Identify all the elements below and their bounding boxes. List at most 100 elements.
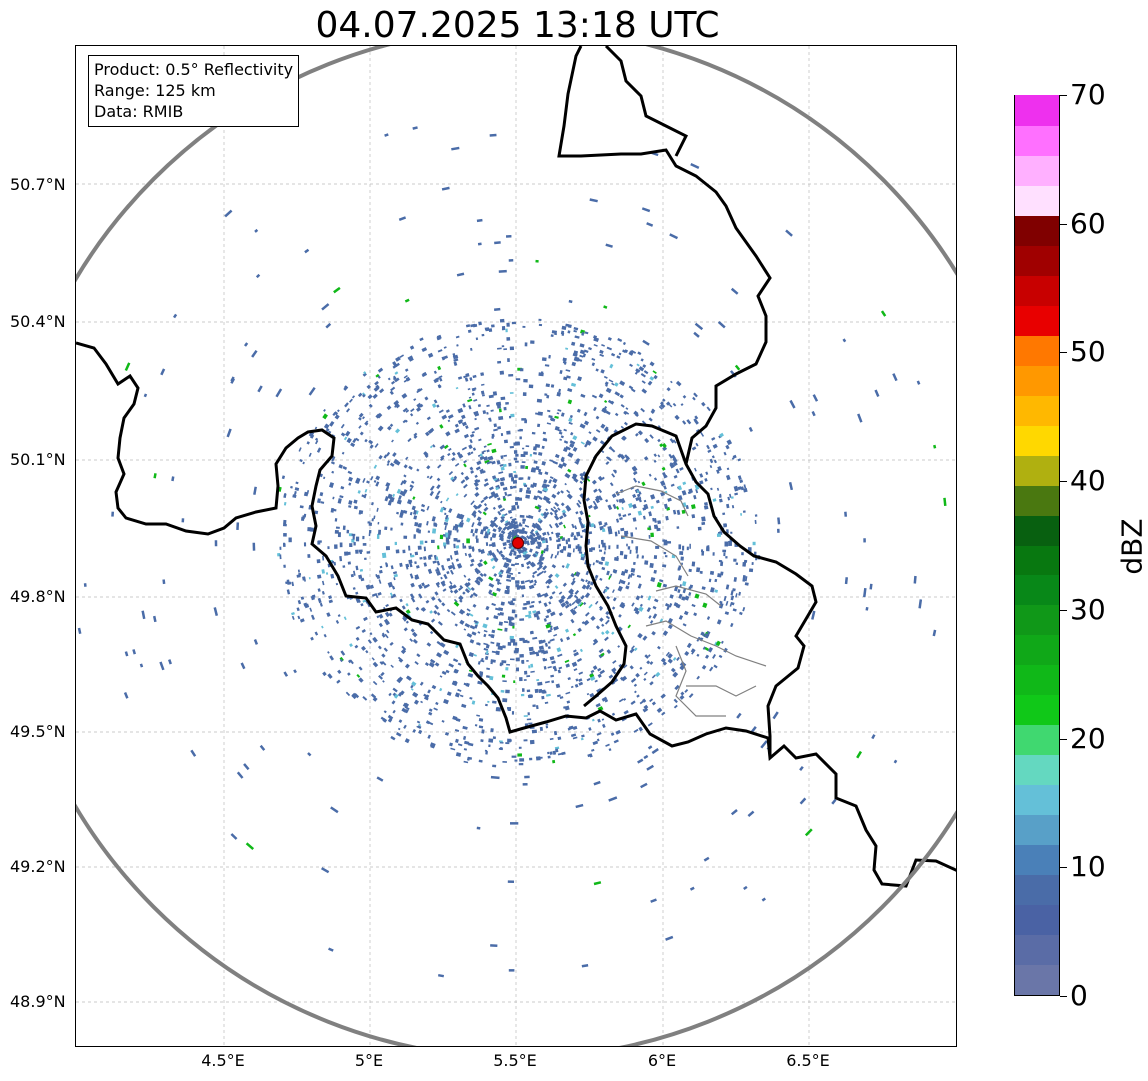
radar-echo-pixel [529, 548, 533, 553]
radar-echo-pixel [557, 669, 561, 674]
radar-echo-pixel [430, 427, 435, 432]
radar-echo-pixel [484, 531, 488, 537]
radar-echo-pixel [567, 399, 573, 405]
radar-echo-pixel [432, 528, 437, 534]
radar-echo-pixel [510, 658, 515, 661]
radar-echo-pixel [743, 487, 748, 493]
radar-echo-pixel [283, 543, 286, 547]
radar-echo-pixel [481, 729, 485, 734]
radar-echo-pixel [812, 394, 819, 402]
radar-echo-pixel [492, 528, 497, 533]
radar-echo-pixel [358, 666, 363, 671]
radar-echo-pixel [713, 664, 718, 669]
radar-echo-pixel [611, 631, 615, 635]
radar-echo-pixel [601, 566, 606, 571]
radar-echo-pixel [491, 592, 497, 597]
radar-echo-pixel [499, 477, 506, 482]
lon-label: 6.5°E [786, 1051, 830, 1070]
radar-echo-pixel [538, 756, 543, 759]
lat-label: 49.2°N [10, 857, 66, 876]
radar-echo-pixel [570, 591, 574, 595]
radar-echo-pixel [468, 553, 472, 558]
radar-echo-pixel [424, 540, 428, 543]
radar-echo-pixel [509, 485, 513, 490]
radar-echo-pixel [466, 608, 471, 612]
radar-echo-pixel [418, 584, 423, 590]
radar-echo-pixel [463, 748, 468, 751]
radar-echo-pixel [292, 494, 297, 498]
radar-echo-pixel [517, 534, 520, 537]
colorbar [1014, 95, 1060, 996]
radar-echo-pixel [552, 483, 557, 489]
radar-echo-pixel [599, 669, 606, 675]
radar-echo-pixel [754, 514, 758, 517]
radar-echo-pixel [679, 551, 684, 555]
radar-echo-pixel [632, 493, 637, 499]
radar-echo-pixel [554, 453, 560, 459]
radar-echo-pixel [545, 725, 549, 729]
radar-echo-pixel [572, 446, 578, 452]
radar-echo-pixel [842, 338, 847, 343]
radar-echo-pixel [553, 730, 558, 736]
radar-echo-pixel [351, 538, 355, 543]
radar-echo-pixel [466, 612, 470, 617]
radar-echo-pixel [546, 497, 551, 502]
radar-map[interactable] [75, 45, 957, 1047]
radar-echo-pixel [556, 391, 561, 397]
radar-echo-pixel [576, 408, 581, 413]
radar-echo-pixel [535, 705, 539, 710]
radar-echo-pixel [508, 551, 513, 557]
radar-echo-pixel [601, 631, 605, 636]
radar-echo-pixel [610, 732, 615, 736]
radar-echo-pixel [319, 602, 323, 607]
radar-echo-pixel [373, 386, 380, 392]
radar-echo-pixel [378, 454, 383, 460]
radar-echo-pixel [498, 471, 504, 475]
radar-echo-pixel [518, 497, 522, 501]
radar-echo-pixel [507, 641, 512, 646]
colorbar-tick-label: 70 [1070, 78, 1106, 111]
radar-echo-pixel [456, 539, 461, 543]
radar-echo-pixel [387, 425, 392, 431]
radar-echo-pixel [373, 479, 377, 483]
radar-echo-pixel [476, 642, 481, 646]
radar-echo-pixel [413, 434, 418, 439]
radar-echo-pixel [642, 515, 646, 520]
radar-echo-pixel [617, 338, 623, 342]
colorbar-segment [1015, 754, 1059, 786]
radar-echo-pixel [255, 273, 261, 279]
radar-echo-pixel [436, 567, 440, 572]
radar-echo-pixel [526, 689, 531, 693]
radar-echo-pixel [666, 387, 671, 392]
radar-echo-pixel [409, 511, 413, 516]
radar-echoes [77, 126, 947, 978]
radar-echo-pixel [508, 374, 514, 377]
radar-echo-pixel [319, 492, 324, 497]
radar-echo-pixel [386, 451, 391, 457]
radar-echo-pixel [519, 758, 525, 762]
radar-echo-pixel [449, 580, 453, 585]
radar-echo-pixel [550, 507, 555, 512]
radar-echo-pixel [337, 409, 340, 413]
radar-echo-pixel [388, 692, 392, 697]
radar-echo-pixel [614, 382, 619, 387]
radar-echo-pixel [441, 567, 446, 571]
radar-echo-pixel [467, 398, 473, 403]
radar-echo-pixel [455, 738, 459, 743]
radar-echo-pixel [409, 562, 413, 568]
radar-echo-pixel [511, 507, 516, 511]
radar-echo-pixel [733, 558, 737, 562]
radar-echo-pixel [649, 562, 654, 569]
radar-echo-pixel [455, 558, 459, 562]
radar-echo-pixel [469, 639, 475, 644]
radar-echo-pixel [629, 648, 635, 654]
radar-echo-pixel [693, 494, 697, 500]
radar-echo-pixel [595, 415, 600, 420]
radar-echo-pixel [629, 350, 634, 355]
radar-echo-pixel [446, 557, 451, 562]
radar-echo-pixel [480, 499, 485, 504]
radar-echo-pixel [486, 528, 491, 534]
radar-site-marker[interactable] [512, 537, 524, 549]
radar-echo-pixel [539, 543, 542, 547]
radar-echo-pixel [453, 538, 458, 542]
